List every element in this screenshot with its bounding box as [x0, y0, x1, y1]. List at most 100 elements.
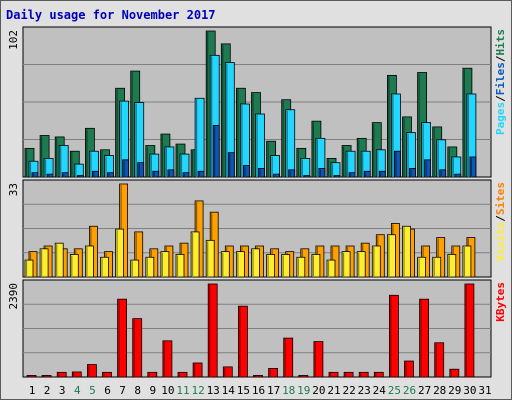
bar-pages-day-23: [363, 170, 371, 178]
bar-sites-day-24: [371, 245, 381, 278]
x-tick-day-30: 30: [463, 384, 476, 397]
bar-files-day-16: [255, 113, 265, 178]
x-tick-day-8: 8: [134, 384, 141, 397]
x-tick-day-7: 7: [119, 384, 126, 397]
x-tick-day-23: 23: [358, 384, 371, 397]
bar-pages-day-7: [122, 159, 129, 178]
x-tick-day-16: 16: [252, 384, 265, 397]
bar-kbytes-day-1: [26, 375, 37, 378]
bar-pages-day-25: [393, 150, 401, 178]
bar-kbytes-day-26: [404, 360, 414, 378]
x-tick-day-27: 27: [418, 384, 431, 397]
x-tick-day-13: 13: [207, 384, 220, 397]
x-tick-day-6: 6: [104, 384, 111, 397]
bar-pages-day-10: [167, 169, 175, 178]
bar-pages-day-11: [182, 172, 190, 178]
bar-pages-day-4: [76, 175, 84, 178]
bar-kbytes-day-12: [192, 362, 203, 378]
bar-pages-day-29: [454, 173, 462, 178]
bar-pages-day-22: [348, 172, 356, 178]
x-tick-day-26: 26: [403, 384, 416, 397]
x-tick-day-22: 22: [342, 384, 355, 397]
bar-sites-day-2: [39, 248, 49, 278]
x-tick-day-29: 29: [448, 384, 461, 397]
bar-kbytes-day-15: [237, 305, 248, 378]
bar-kbytes-day-5: [87, 364, 97, 378]
bar-pages-day-16: [258, 168, 265, 178]
bar-sites-day-23: [356, 251, 366, 278]
y-max-label-hits-files-pages: 102: [7, 30, 20, 50]
x-tick-day-11: 11: [176, 384, 189, 397]
bar-sites-day-15: [235, 251, 245, 278]
bar-kbytes-day-17: [268, 368, 279, 378]
x-tick-day-12: 12: [191, 384, 204, 397]
x-tick-day-14: 14: [222, 384, 236, 397]
bar-sites-day-3: [54, 242, 64, 278]
bar-kbytes-day-7: [117, 298, 127, 378]
bar-kbytes-day-11: [177, 371, 188, 378]
bar-kbytes-day-14: [222, 366, 233, 378]
bar-pages-day-26: [409, 168, 416, 178]
bar-sites-day-26: [402, 225, 411, 278]
bar-kbytes-day-6: [102, 371, 112, 378]
legend-sites: Sites: [494, 182, 507, 215]
legend-hits: Hits: [494, 29, 507, 56]
bar-kbytes-day-16: [253, 375, 263, 378]
legend-visits-sites: Visits/Sites: [494, 182, 507, 262]
bar-sites-day-7: [115, 228, 124, 278]
x-tick-day-9: 9: [149, 384, 156, 397]
bar-pages-day-9: [152, 170, 160, 178]
bar-kbytes-day-20: [313, 341, 324, 378]
x-tick-day-10: 10: [161, 384, 174, 397]
bar-pages-day-18: [288, 169, 296, 178]
bar-pages-day-15: [242, 165, 250, 178]
x-tick-day-1: 1: [29, 384, 36, 397]
x-tick-day-2: 2: [44, 384, 51, 397]
bar-sites-day-21: [326, 259, 336, 278]
bar-kbytes-day-4: [71, 371, 82, 378]
y-max-label-visits-sites: 33: [7, 183, 20, 196]
x-tick-day-4: 4: [74, 384, 81, 397]
bar-sites-day-17: [266, 254, 276, 278]
bar-files-day-3: [58, 145, 69, 178]
legend-pages: Pages: [494, 102, 507, 135]
x-tick-day-28: 28: [433, 384, 446, 397]
bar-sites-day-4: [69, 254, 79, 278]
bar-kbytes-day-8: [132, 318, 143, 378]
bar-sites-day-22: [341, 251, 351, 278]
bar-files-day-12: [194, 97, 205, 178]
bar-sites-day-1: [24, 259, 34, 278]
bar-kbytes-day-22: [343, 371, 354, 378]
x-tick-day-3: 3: [59, 384, 66, 397]
bar-sites-day-25: [386, 234, 396, 278]
bar-files-day-18: [285, 109, 296, 178]
bar-sites-day-14: [220, 251, 230, 278]
legend-visits: Visits: [494, 222, 507, 262]
bar-sites-day-6: [100, 256, 109, 278]
bar-kbytes-day-2: [41, 375, 52, 378]
bar-kbytes-day-29: [449, 368, 460, 378]
bar-pages-day-27: [424, 159, 432, 178]
bar-sites-day-18: [281, 254, 291, 278]
bar-files-day-4: [73, 163, 84, 178]
bar-pages-day-14: [227, 152, 235, 178]
x-tick-day-21: 21: [327, 384, 340, 397]
bar-kbytes-day-24: [373, 371, 384, 378]
bar-kbytes-day-9: [147, 371, 158, 378]
bar-kbytes-day-23: [358, 371, 369, 378]
bar-pages-day-24: [378, 170, 386, 178]
bar-files-day-19: [300, 157, 311, 178]
bar-kbytes-day-19: [298, 375, 309, 378]
bar-kbytes-day-3: [56, 371, 67, 378]
x-tick-day-19: 19: [297, 384, 310, 397]
y-max-label-kbytes: 2390: [7, 283, 20, 310]
bar-sites-day-10: [160, 251, 170, 278]
bar-sites-day-28: [432, 256, 442, 278]
bar-sites-day-19: [296, 256, 306, 278]
bar-sites-day-12: [190, 231, 200, 278]
legend-kbytes: KBytes: [494, 282, 507, 322]
x-tick-day-31: 31: [478, 384, 491, 397]
x-tick-day-25: 25: [388, 384, 401, 397]
bar-pages-day-30: [469, 156, 477, 178]
